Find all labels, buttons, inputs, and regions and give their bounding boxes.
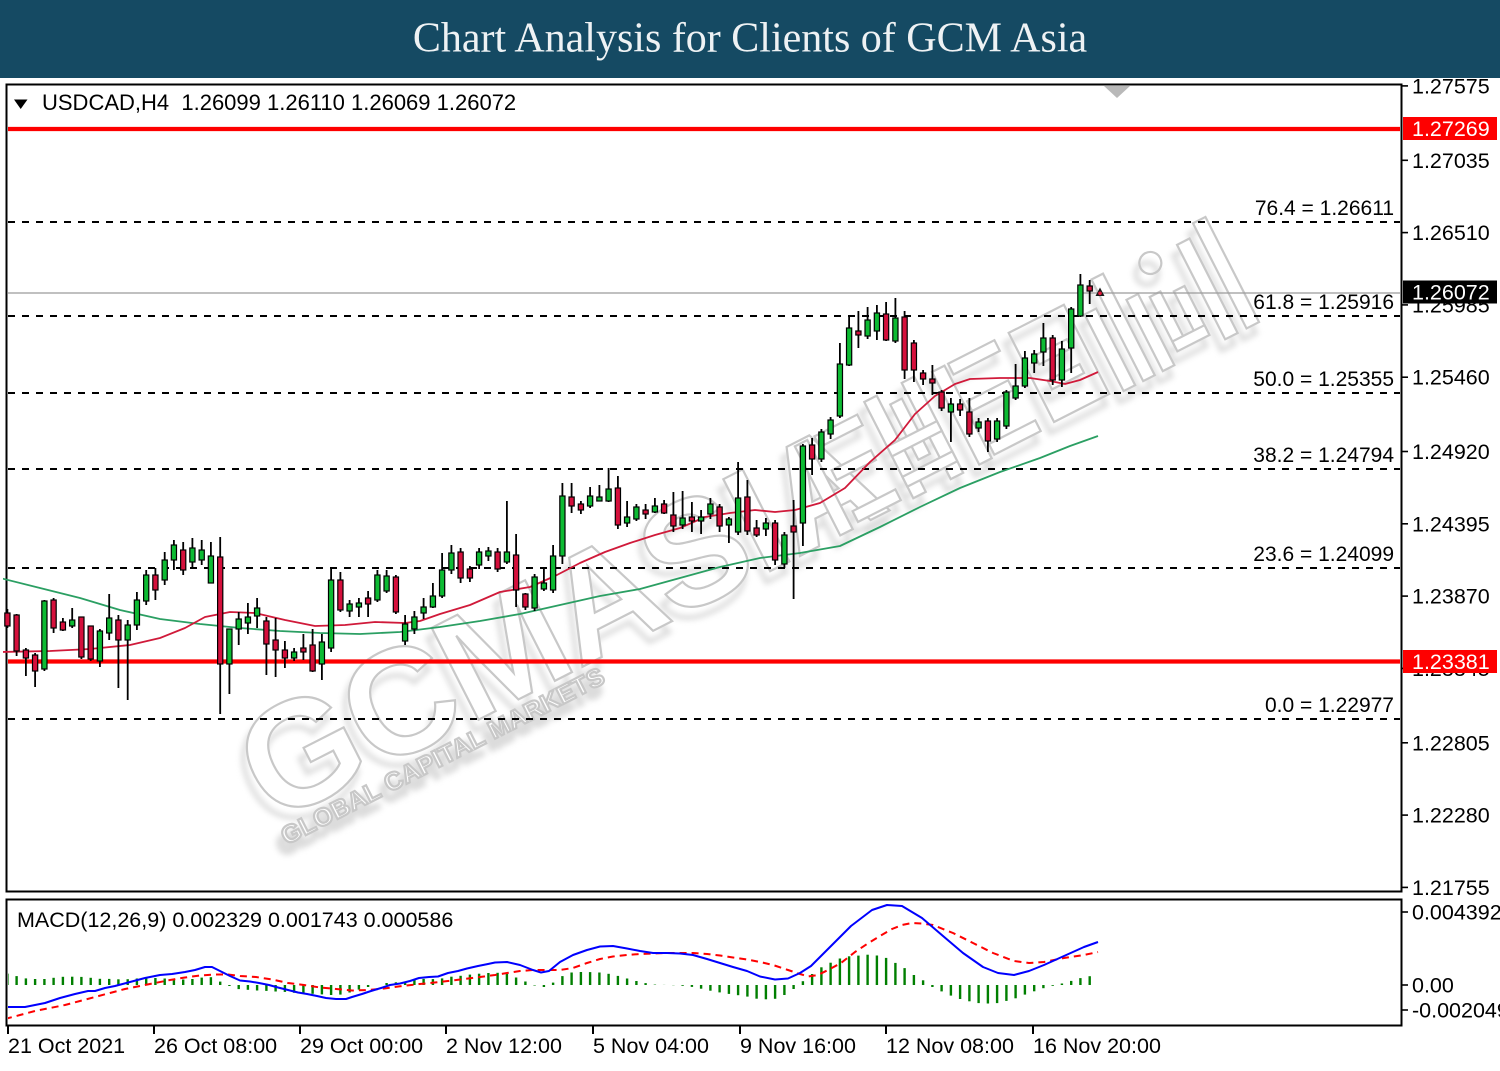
- svg-text:5 Nov 04:00: 5 Nov 04:00: [593, 1034, 709, 1058]
- svg-text:0.00: 0.00: [1412, 974, 1454, 998]
- svg-text:9 Nov 16:00: 9 Nov 16:00: [740, 1034, 856, 1058]
- svg-text:16 Nov 20:00: 16 Nov 20:00: [1033, 1034, 1161, 1058]
- svg-text:76.4 = 1.26611: 76.4 = 1.26611: [1255, 197, 1394, 220]
- svg-text:1.24920: 1.24920: [1412, 440, 1490, 464]
- svg-text:26 Oct 08:00: 26 Oct 08:00: [154, 1034, 277, 1058]
- svg-text:1.24395: 1.24395: [1412, 512, 1490, 536]
- svg-text:1.27035: 1.27035: [1412, 149, 1490, 173]
- svg-text:1.26072: 1.26072: [1412, 281, 1490, 305]
- svg-text:1.22280: 1.22280: [1412, 804, 1490, 828]
- svg-text:50.0 = 1.25355: 50.0 = 1.25355: [1253, 368, 1394, 391]
- svg-text:23.6 = 1.24099: 23.6 = 1.24099: [1253, 543, 1394, 566]
- svg-text:21 Oct 2021: 21 Oct 2021: [8, 1034, 125, 1058]
- svg-text:1.27575: 1.27575: [1412, 74, 1490, 98]
- svg-text:1.23870: 1.23870: [1412, 585, 1490, 609]
- svg-text:29 Oct 00:00: 29 Oct 00:00: [300, 1034, 423, 1058]
- svg-text:1.26510: 1.26510: [1412, 221, 1490, 245]
- svg-text:MACD(12,26,9) 0.002329 0.00174: MACD(12,26,9) 0.002329 0.001743 0.000586: [17, 908, 453, 932]
- svg-text:2 Nov 12:00: 2 Nov 12:00: [446, 1034, 562, 1058]
- svg-text:0.0 = 1.22977: 0.0 = 1.22977: [1265, 694, 1394, 717]
- svg-text:1.27269: 1.27269: [1412, 117, 1490, 141]
- svg-text:1.23381: 1.23381: [1412, 650, 1490, 674]
- svg-text:12 Nov 08:00: 12 Nov 08:00: [886, 1034, 1014, 1058]
- svg-text:USDCAD,H4 1.26099 1.26110 1.2: USDCAD,H4 1.26099 1.26110 1.26069 1.2607…: [42, 90, 516, 115]
- svg-text:Chart Analysis for Clients of: Chart Analysis for Clients of GCM Asia: [413, 16, 1088, 62]
- svg-text:1.21755: 1.21755: [1412, 876, 1490, 900]
- svg-text:61.8 = 1.25916: 61.8 = 1.25916: [1253, 291, 1394, 314]
- svg-text:1.25460: 1.25460: [1412, 366, 1490, 390]
- svg-text:38.2 = 1.24794: 38.2 = 1.24794: [1253, 444, 1394, 467]
- svg-text:1.22805: 1.22805: [1412, 731, 1490, 755]
- svg-text:0.004392: 0.004392: [1412, 901, 1500, 925]
- svg-text:-0.002049: -0.002049: [1412, 999, 1500, 1023]
